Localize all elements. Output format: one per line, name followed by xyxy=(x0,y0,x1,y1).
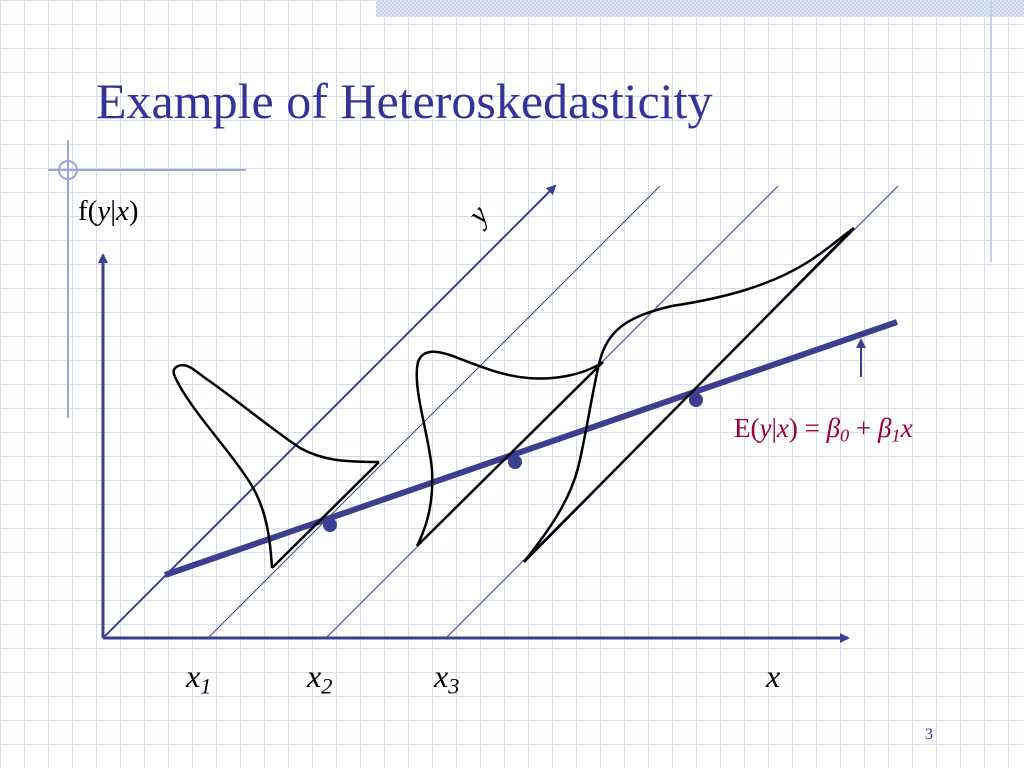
mean-point-x2 xyxy=(508,455,522,469)
x-tick-label-2: x2 xyxy=(307,658,333,699)
density-curve-x1 xyxy=(172,363,380,569)
density-baseline-x2 xyxy=(416,361,604,547)
x-tick-label-1: x1 xyxy=(186,658,212,699)
mean-point-x1 xyxy=(323,518,337,532)
y-diagonal-axis xyxy=(102,184,557,639)
corner-ornament xyxy=(48,140,246,418)
density-curve-x3 xyxy=(523,226,855,563)
density-baseline-x3 xyxy=(523,227,855,563)
regression-line xyxy=(164,319,898,578)
density-axis-label: f(y|x) xyxy=(78,195,139,227)
right-rule-decoration xyxy=(990,0,992,262)
density-curve-x2 xyxy=(415,350,604,547)
regression-equation: E(y|x) = β0 + β1x xyxy=(734,413,913,446)
mean-point-x3 xyxy=(689,393,703,407)
page-title: Example of Heteroskedasticity xyxy=(96,73,713,129)
x-axis-label: x xyxy=(766,658,781,694)
x-tick-label-3: x3 xyxy=(434,658,460,699)
density-baseline-x1 xyxy=(271,461,380,569)
corner-pattern xyxy=(376,0,1024,17)
guide-line-x1 xyxy=(207,185,661,639)
page-number: 3 xyxy=(925,726,933,743)
